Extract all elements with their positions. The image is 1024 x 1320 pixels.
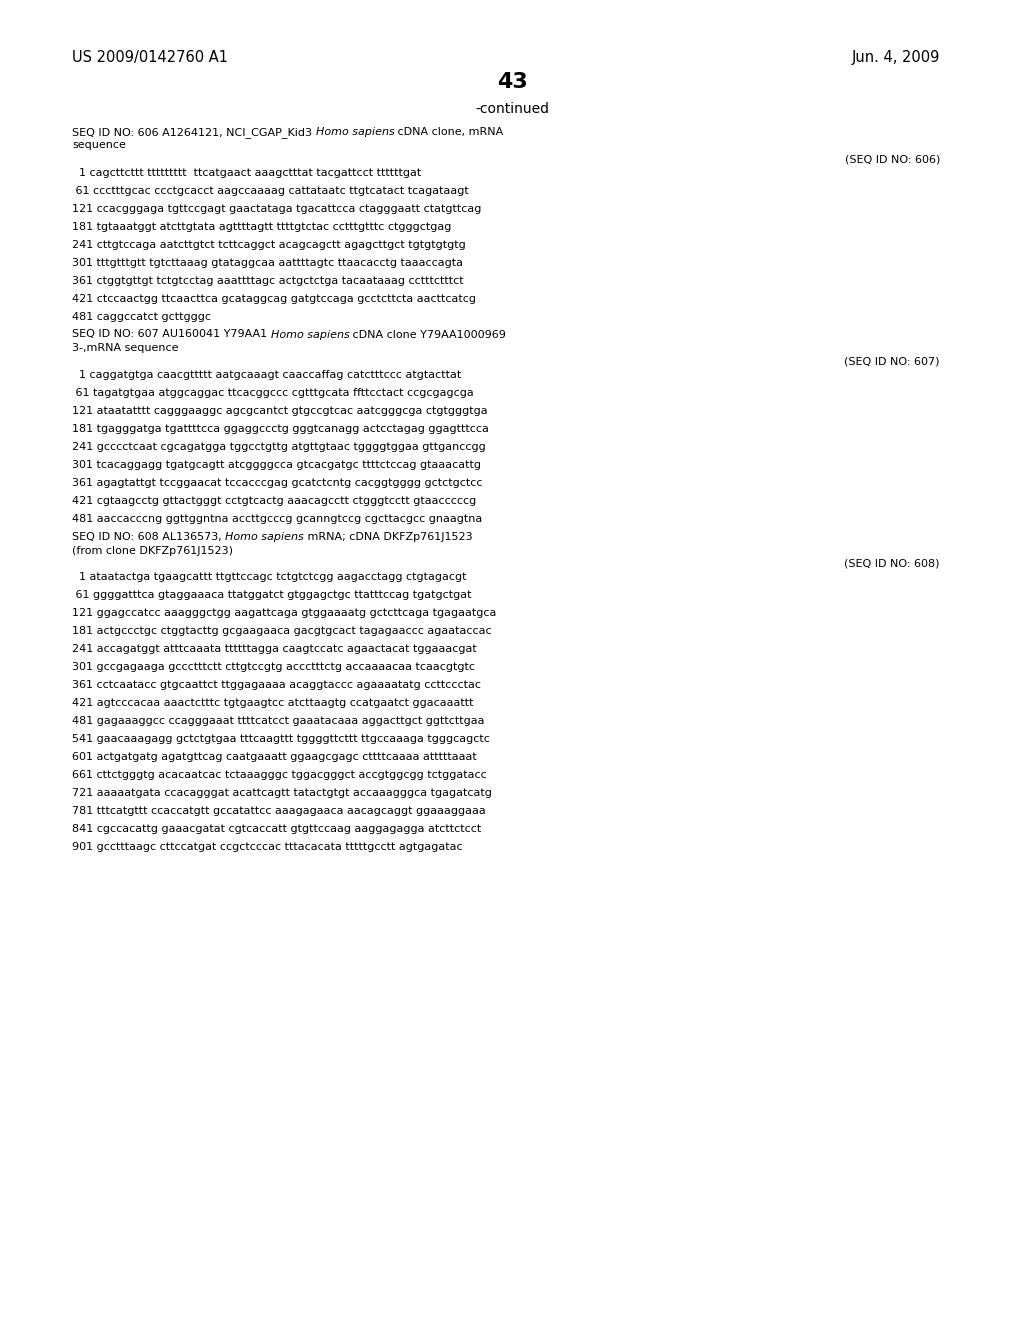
Text: 421 agtcccacaa aaactctttc tgtgaagtcc atcttaagtg ccatgaatct ggacaaattt: 421 agtcccacaa aaactctttc tgtgaagtcc atc…	[72, 698, 473, 709]
Text: SEQ ID NO: 606 A1264121, NCI_CGAP_Kid3: SEQ ID NO: 606 A1264121, NCI_CGAP_Kid3	[72, 127, 315, 137]
Text: (from clone DKFZp761J1523): (from clone DKFZp761J1523)	[72, 545, 233, 556]
Text: SEQ ID NO: 607 AU160041 Y79AA1: SEQ ID NO: 607 AU160041 Y79AA1	[72, 330, 270, 339]
Text: Homo sapiens: Homo sapiens	[270, 330, 349, 339]
Text: 1 caggatgtga caacgttttt aatgcaaagt caaccaffag catctttccc atgtacttat: 1 caggatgtga caacgttttt aatgcaaagt caacc…	[72, 370, 461, 380]
Text: SEQ ID NO: 608 AL136573,: SEQ ID NO: 608 AL136573,	[72, 532, 225, 543]
Text: 481 aaccacccng ggttggntna accttgcccg gcanngtccg cgcttacgcc gnaagtna: 481 aaccacccng ggttggntna accttgcccg gca…	[72, 513, 482, 524]
Text: 301 tcacaggagg tgatgcagtt atcggggcca gtcacgatgc ttttctccag gtaaacattg: 301 tcacaggagg tgatgcagtt atcggggcca gtc…	[72, 459, 481, 470]
Text: 841 cgccacattg gaaacgatat cgtcaccatt gtgttccaag aaggagagga atcttctcct: 841 cgccacattg gaaacgatat cgtcaccatt gtg…	[72, 825, 481, 834]
Text: cDNA clone Y79AA1000969: cDNA clone Y79AA1000969	[349, 330, 506, 339]
Text: 61 ccctttgcac ccctgcacct aagccaaaag cattataatc ttgtcatact tcagataagt: 61 ccctttgcac ccctgcacct aagccaaaag catt…	[72, 186, 469, 195]
Text: (SEQ ID NO: 608): (SEQ ID NO: 608)	[845, 558, 940, 569]
Text: 1 ataatactga tgaagcattt ttgttccagc tctgtctcgg aagacctagg ctgtagacgt: 1 ataatactga tgaagcattt ttgttccagc tctgt…	[72, 573, 467, 582]
Text: 781 tttcatgttt ccaccatgtt gccatattcc aaagagaaca aacagcaggt ggaaaggaaa: 781 tttcatgttt ccaccatgtt gccatattcc aaa…	[72, 807, 485, 817]
Text: 661 cttctgggtg acacaatcac tctaaagggc tggacgggct accgtggcgg tctggatacc: 661 cttctgggtg acacaatcac tctaaagggc tgg…	[72, 771, 486, 780]
Text: 301 gccgagaaga gccctttctt cttgtccgtg accctttctg accaaaacaa tcaacgtgtc: 301 gccgagaaga gccctttctt cttgtccgtg acc…	[72, 663, 475, 672]
Text: 901 gcctttaagc cttccatgat ccgctcccac tttacacata tttttgcctt agtgagatac: 901 gcctttaagc cttccatgat ccgctcccac ttt…	[72, 842, 463, 853]
Text: 241 cttgtccaga aatcttgtct tcttcaggct acagcagctt agagcttgct tgtgtgtgtg: 241 cttgtccaga aatcttgtct tcttcaggct aca…	[72, 239, 466, 249]
Text: 61 ggggatttca gtaggaaaca ttatggatct gtggagctgc ttatttccag tgatgctgat: 61 ggggatttca gtaggaaaca ttatggatct gtgg…	[72, 590, 471, 601]
Text: 181 tgagggatga tgattttcca ggaggccctg gggtcanagg actcctagag ggagtttcca: 181 tgagggatga tgattttcca ggaggccctg ggg…	[72, 424, 488, 434]
Text: (SEQ ID NO: 607): (SEQ ID NO: 607)	[845, 356, 940, 367]
Text: 481 gagaaaggcc ccagggaaat ttttcatcct gaaatacaaa aggacttgct ggttcttgaa: 481 gagaaaggcc ccagggaaat ttttcatcct gaa…	[72, 717, 484, 726]
Text: (SEQ ID NO: 606): (SEQ ID NO: 606)	[845, 154, 940, 164]
Text: 241 accagatggt atttcaaata ttttttagga caagtccatc agaactacat tggaaacgat: 241 accagatggt atttcaaata ttttttagga caa…	[72, 644, 477, 655]
Text: cDNA clone, mRNA: cDNA clone, mRNA	[394, 127, 504, 137]
Text: 1 cagcttcttt ttttttttt  ttcatgaact aaagctttat tacgattcct ttttttgat: 1 cagcttcttt ttttttttt ttcatgaact aaagct…	[72, 168, 421, 177]
Text: 181 tgtaaatggt atcttgtata agttttagtt ttttgtctac cctttgtttc ctgggctgag: 181 tgtaaatggt atcttgtata agttttagtt ttt…	[72, 222, 452, 231]
Text: 61 tagatgtgaa atggcaggac ttcacggccc cgtttgcata ffttcctact ccgcgagcga: 61 tagatgtgaa atggcaggac ttcacggccc cgtt…	[72, 388, 474, 399]
Text: 121 ccacgggaga tgttccgagt gaactataga tgacattcca ctagggaatt ctatgttcag: 121 ccacgggaga tgttccgagt gaactataga tga…	[72, 203, 481, 214]
Text: Homo sapiens: Homo sapiens	[315, 127, 394, 137]
Text: 421 ctccaactgg ttcaacttca gcataggcag gatgtccaga gcctcttcta aacttcatcg: 421 ctccaactgg ttcaacttca gcataggcag gat…	[72, 293, 476, 304]
Text: 361 agagtattgt tccggaacat tccacccgag gcatctcntg cacggtgggg gctctgctcc: 361 agagtattgt tccggaacat tccacccgag gca…	[72, 478, 482, 488]
Text: 541 gaacaaagagg gctctgtgaa tttcaagttt tggggttcttt ttgccaaaga tgggcagctc: 541 gaacaaagagg gctctgtgaa tttcaagttt tg…	[72, 734, 489, 744]
Text: 361 ctggtgttgt tctgtcctag aaattttagc actgctctga tacaataaag cctttctttct: 361 ctggtgttgt tctgtcctag aaattttagc act…	[72, 276, 464, 285]
Text: 421 cgtaagcctg gttactgggt cctgtcactg aaacagcctt ctgggtcctt gtaacccccg: 421 cgtaagcctg gttactgggt cctgtcactg aaa…	[72, 496, 476, 506]
Text: 121 ataatatttt cagggaaggc agcgcantct gtgccgtcac aatcgggcga ctgtgggtga: 121 ataatatttt cagggaaggc agcgcantct gtg…	[72, 407, 487, 416]
Text: Jun. 4, 2009: Jun. 4, 2009	[852, 50, 940, 65]
Text: 3-,mRNA sequence: 3-,mRNA sequence	[72, 343, 178, 352]
Text: mRNA; cDNA DKFZp761J1523: mRNA; cDNA DKFZp761J1523	[304, 532, 473, 543]
Text: sequence: sequence	[72, 140, 126, 150]
Text: 601 actgatgatg agatgttcag caatgaaatt ggaagcgagc cttttcaaaa atttttaaat: 601 actgatgatg agatgttcag caatgaaatt gga…	[72, 752, 477, 763]
Text: 43: 43	[497, 73, 527, 92]
Text: 121 ggagccatcc aaagggctgg aagattcaga gtggaaaatg gctcttcaga tgagaatgca: 121 ggagccatcc aaagggctgg aagattcaga gtg…	[72, 609, 497, 619]
Text: 181 actgccctgc ctggtacttg gcgaagaaca gacgtgcact tagagaaccc agaataccac: 181 actgccctgc ctggtacttg gcgaagaaca gac…	[72, 627, 492, 636]
Text: Homo sapiens: Homo sapiens	[225, 532, 304, 543]
Text: 481 caggccatct gcttgggc: 481 caggccatct gcttgggc	[72, 312, 211, 322]
Text: -continued: -continued	[475, 102, 549, 116]
Text: 721 aaaaatgata ccacagggat acattcagtt tatactgtgt accaaagggca tgagatcatg: 721 aaaaatgata ccacagggat acattcagtt tat…	[72, 788, 492, 799]
Text: US 2009/0142760 A1: US 2009/0142760 A1	[72, 50, 228, 65]
Text: 301 tttgtttgtt tgtcttaaag gtataggcaa aattttagtc ttaacacctg taaaccagta: 301 tttgtttgtt tgtcttaaag gtataggcaa aat…	[72, 257, 463, 268]
Text: 361 cctcaatacc gtgcaattct ttggagaaaa acaggtaccc agaaaatatg ccttccctac: 361 cctcaatacc gtgcaattct ttggagaaaa aca…	[72, 681, 481, 690]
Text: 241 gcccctcaat cgcagatgga tggcctgttg atgttgtaac tggggtggaa gttganccgg: 241 gcccctcaat cgcagatgga tggcctgttg atg…	[72, 442, 485, 451]
